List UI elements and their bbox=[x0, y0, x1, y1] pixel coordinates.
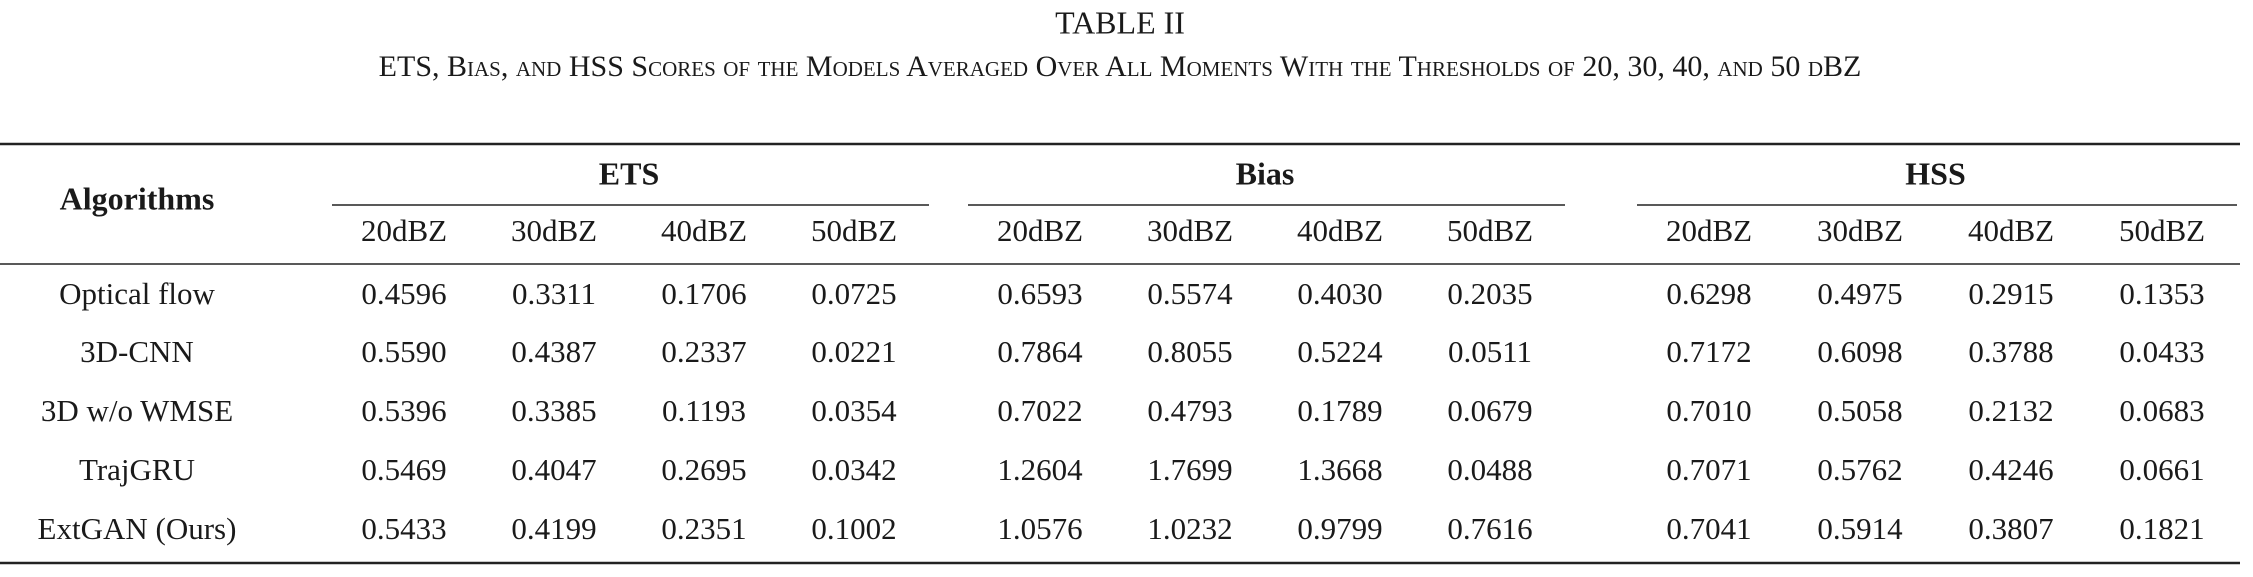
table-cell: 0.6593 bbox=[997, 276, 1082, 311]
table-cell: 0.5433 bbox=[361, 511, 446, 546]
row-label: Optical flow bbox=[59, 276, 215, 311]
table-cell: 0.5590 bbox=[361, 334, 446, 369]
table-title: TABLE II bbox=[1055, 4, 1185, 40]
column-header: 30dBZ bbox=[511, 213, 597, 248]
table-cell: 0.5914 bbox=[1817, 511, 1903, 546]
table-cell: 0.7172 bbox=[1666, 334, 1751, 369]
table-cell: 0.4793 bbox=[1147, 393, 1232, 428]
table-cell: 0.2351 bbox=[661, 511, 746, 546]
group-header: HSS bbox=[1905, 155, 1965, 191]
column-header: 20dBZ bbox=[1666, 213, 1752, 248]
table-cell: 0.5396 bbox=[361, 393, 446, 428]
table-caption: ETS, Bias, and HSS Scores of the Models … bbox=[379, 50, 1862, 83]
table-cell: 0.0221 bbox=[811, 334, 896, 369]
row-label: ExtGAN (Ours) bbox=[38, 511, 237, 546]
table-cell: 0.5058 bbox=[1817, 393, 1902, 428]
table-cell: 0.3788 bbox=[1968, 334, 2053, 369]
group-header: ETS bbox=[599, 155, 659, 191]
row-label: 3D-CNN bbox=[80, 334, 194, 369]
table-cell: 0.1193 bbox=[662, 393, 746, 428]
table-cell: 0.7616 bbox=[1447, 511, 1532, 546]
table-cell: 0.4596 bbox=[361, 276, 446, 311]
table-cell: 0.9799 bbox=[1297, 511, 1382, 546]
table-cell: 0.2915 bbox=[1968, 276, 2053, 311]
table-cell: 0.7041 bbox=[1666, 511, 1751, 546]
table-cell: 0.6298 bbox=[1666, 276, 1751, 311]
table-cell: 0.5574 bbox=[1147, 276, 1233, 311]
table-cell: 0.0683 bbox=[2119, 393, 2204, 428]
table-cell: 0.3807 bbox=[1968, 511, 2053, 546]
row-label: TrajGRU bbox=[79, 452, 195, 487]
table-cell: 0.0354 bbox=[811, 393, 897, 428]
table-cell: 0.5762 bbox=[1817, 452, 1902, 487]
table-cell: 1.0232 bbox=[1147, 511, 1232, 546]
column-header: 30dBZ bbox=[1147, 213, 1233, 248]
table-cell: 0.4246 bbox=[1968, 452, 2053, 487]
table-cell: 0.7010 bbox=[1666, 393, 1751, 428]
column-header: 50dBZ bbox=[2119, 213, 2205, 248]
column-header: 50dBZ bbox=[1447, 213, 1533, 248]
table-cell: 0.3385 bbox=[511, 393, 596, 428]
table-cell: 0.4199 bbox=[511, 511, 596, 546]
table-cell: 1.3668 bbox=[1297, 452, 1382, 487]
table-cell: 0.0679 bbox=[1447, 393, 1532, 428]
table-cell: 0.5224 bbox=[1297, 334, 1383, 369]
table-cell: 0.2695 bbox=[661, 452, 746, 487]
column-header: 40dBZ bbox=[661, 213, 747, 248]
table-cell: 0.4975 bbox=[1817, 276, 1902, 311]
table-cell: 0.2132 bbox=[1968, 393, 2053, 428]
column-header: 50dBZ bbox=[811, 213, 897, 248]
table-cell: 1.7699 bbox=[1147, 452, 1232, 487]
table-cell: 0.0725 bbox=[811, 276, 896, 311]
table-cell: 0.0342 bbox=[811, 452, 896, 487]
table-cell: 0.1821 bbox=[2119, 511, 2204, 546]
table-cell: 0.0661 bbox=[2119, 452, 2204, 487]
table-cell: 0.5469 bbox=[361, 452, 446, 487]
corner-header: Algorithms bbox=[60, 180, 215, 216]
table-cell: 0.1789 bbox=[1297, 393, 1382, 428]
table-cell: 0.2337 bbox=[661, 334, 746, 369]
table-cell: 0.2035 bbox=[1447, 276, 1532, 311]
row-label: 3D w/o WMSE bbox=[41, 393, 233, 428]
table-cell: 0.4030 bbox=[1297, 276, 1382, 311]
column-header: 30dBZ bbox=[1817, 213, 1903, 248]
table-cell: 0.7864 bbox=[997, 334, 1083, 369]
table-cell: 0.3311 bbox=[512, 276, 596, 311]
table-cell: 0.0488 bbox=[1447, 452, 1532, 487]
group-header: Bias bbox=[1236, 155, 1295, 191]
table-cell: 0.4387 bbox=[511, 334, 596, 369]
table-cell: 0.1706 bbox=[661, 276, 746, 311]
table-cell: 0.1353 bbox=[2119, 276, 2204, 311]
column-header: 20dBZ bbox=[997, 213, 1083, 248]
table-cell: 0.8055 bbox=[1147, 334, 1232, 369]
column-header: 40dBZ bbox=[1297, 213, 1383, 248]
table-cell: 0.0433 bbox=[2119, 334, 2204, 369]
table-cell: 1.0576 bbox=[997, 511, 1082, 546]
table-cell: 0.7071 bbox=[1666, 452, 1751, 487]
table-cell: 0.4047 bbox=[511, 452, 596, 487]
table-cell: 0.7022 bbox=[997, 393, 1082, 428]
table-cell: 0.1002 bbox=[811, 511, 896, 546]
column-header: 20dBZ bbox=[361, 213, 447, 248]
column-header: 40dBZ bbox=[1968, 213, 2054, 248]
table-cell: 0.6098 bbox=[1817, 334, 1902, 369]
table-cell: 1.2604 bbox=[997, 452, 1083, 487]
table-cell: 0.0511 bbox=[1448, 334, 1532, 369]
